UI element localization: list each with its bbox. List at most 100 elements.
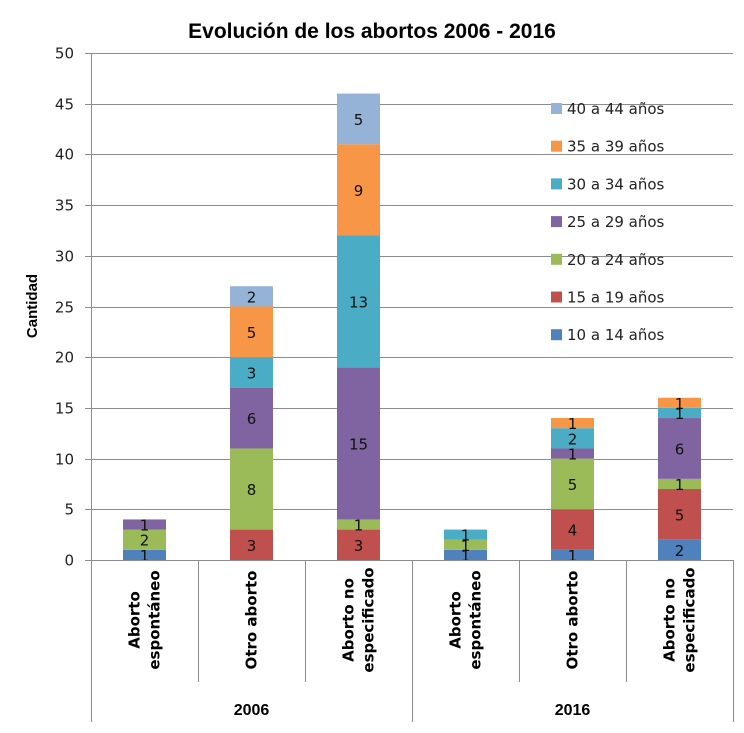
y-tick-label: 40 bbox=[55, 146, 74, 164]
data-label: 3 bbox=[247, 364, 257, 382]
bar-segment bbox=[444, 549, 487, 560]
x-category-label: Otro aborto bbox=[564, 571, 582, 670]
y-axis-label: Cantidad bbox=[24, 274, 41, 338]
x-category-label: Otro aborto bbox=[243, 571, 261, 670]
data-label: 5 bbox=[247, 324, 257, 342]
bar-segment bbox=[658, 407, 701, 419]
y-tick-label: 0 bbox=[64, 552, 74, 570]
data-label: 1 bbox=[461, 537, 471, 555]
bar-segment bbox=[123, 529, 166, 550]
legend-label: 20 a 24 años bbox=[567, 251, 665, 269]
data-label: 5 bbox=[568, 476, 578, 494]
y-tick-label: 30 bbox=[55, 248, 74, 266]
data-label: 2 bbox=[140, 532, 150, 550]
data-label: 1 bbox=[568, 547, 578, 565]
gridlines bbox=[91, 53, 733, 510]
data-label: 1 bbox=[461, 527, 471, 545]
bar-segment bbox=[551, 458, 594, 510]
bar-segment bbox=[230, 357, 273, 388]
bar-segment bbox=[230, 286, 273, 307]
bar-segment bbox=[230, 529, 273, 560]
y-tick-label: 35 bbox=[55, 197, 74, 215]
data-label: 4 bbox=[568, 522, 578, 540]
data-label: 1 bbox=[675, 395, 685, 413]
legend-label: 40 a 44 años bbox=[567, 100, 665, 118]
bar-segment bbox=[230, 387, 273, 449]
data-label: 8 bbox=[247, 481, 257, 499]
bar-segment bbox=[337, 519, 380, 530]
bar-segment bbox=[551, 549, 594, 560]
data-label: 1 bbox=[140, 517, 150, 535]
bar-segment bbox=[658, 418, 701, 479]
x-category-label: Aborto no bbox=[340, 578, 358, 662]
legend-swatch bbox=[551, 253, 562, 265]
data-label: 1 bbox=[354, 517, 364, 535]
y-tick-label: 45 bbox=[55, 96, 74, 114]
data-label: 1 bbox=[568, 446, 578, 464]
x-category-label: Aborto bbox=[126, 591, 144, 649]
legend-swatch bbox=[551, 103, 562, 114]
x-category-label: Aborto bbox=[447, 591, 465, 649]
x-category-label: espontáneo bbox=[146, 570, 164, 669]
data-label: 6 bbox=[675, 440, 685, 458]
x-category-label: Aborto no bbox=[661, 578, 679, 662]
y-tick-label: 5 bbox=[64, 501, 74, 519]
data-label: 1 bbox=[461, 547, 471, 565]
bar-segment bbox=[337, 93, 380, 145]
x-group-label: 2006 bbox=[234, 702, 270, 719]
bar-segment bbox=[658, 489, 701, 540]
x-category-label: especificado bbox=[360, 567, 378, 672]
data-label: 2 bbox=[675, 542, 685, 560]
bar-segment bbox=[123, 549, 166, 560]
bar-segment bbox=[230, 306, 273, 358]
bar-segment bbox=[658, 539, 701, 560]
legend-label: 35 a 39 años bbox=[567, 138, 665, 156]
legend-label: 10 a 14 años bbox=[567, 326, 665, 344]
data-label: 6 bbox=[247, 410, 257, 428]
legend-label: 25 a 29 años bbox=[567, 213, 665, 231]
data-label: 2 bbox=[247, 288, 257, 306]
bar-segment bbox=[658, 397, 701, 408]
data-label: 3 bbox=[354, 537, 364, 555]
data-label: 1 bbox=[568, 415, 578, 433]
chart-title: Evolución de los abortos 2006 - 2016 bbox=[188, 20, 556, 43]
legend-swatch bbox=[551, 140, 562, 152]
data-label: 15 bbox=[349, 435, 368, 453]
data-label: 5 bbox=[675, 506, 685, 524]
bar-segment bbox=[551, 428, 594, 449]
legend-label: 15 a 19 años bbox=[567, 289, 665, 307]
bar-segment bbox=[444, 529, 487, 540]
legend-swatch bbox=[551, 216, 562, 228]
bar-segment bbox=[123, 519, 166, 530]
legend: 40 a 44 años 35 a 39 años 30 a 34 años 25 a… bbox=[551, 100, 665, 344]
legend-swatch bbox=[551, 329, 562, 341]
bar-segment bbox=[230, 448, 273, 530]
data-label: 1 bbox=[675, 476, 685, 494]
legend-swatch bbox=[551, 178, 562, 190]
x-axis: Aborto espontáneo Otro aborto Aborto no espe… bbox=[91, 560, 734, 722]
data-label: 2 bbox=[568, 430, 578, 448]
y-tick-label: 25 bbox=[55, 299, 74, 317]
bar-segment bbox=[551, 448, 594, 459]
data-label: 3 bbox=[247, 537, 257, 555]
bar-segment bbox=[658, 478, 701, 490]
legend-swatch bbox=[551, 291, 562, 303]
x-category-label: especificado bbox=[681, 567, 699, 672]
data-label: 1 bbox=[140, 547, 150, 565]
y-tick-label: 15 bbox=[55, 400, 74, 418]
y-axis: 0 5 10 15 20 25 30 35 40 45 50 bbox=[55, 45, 92, 722]
bar-segment bbox=[337, 144, 380, 236]
bar-segment bbox=[337, 235, 380, 368]
y-tick-label: 50 bbox=[55, 45, 74, 63]
data-label: 5 bbox=[354, 111, 364, 129]
bar-segment bbox=[337, 367, 380, 520]
bar-segment bbox=[551, 509, 594, 550]
x-category-label: espontáneo bbox=[467, 570, 485, 669]
x-group-label: 2016 bbox=[555, 702, 591, 719]
data-label: 1 bbox=[675, 405, 685, 423]
y-tick-label: 20 bbox=[55, 349, 74, 367]
data-label: 9 bbox=[354, 182, 364, 200]
bar-segment bbox=[551, 418, 594, 429]
